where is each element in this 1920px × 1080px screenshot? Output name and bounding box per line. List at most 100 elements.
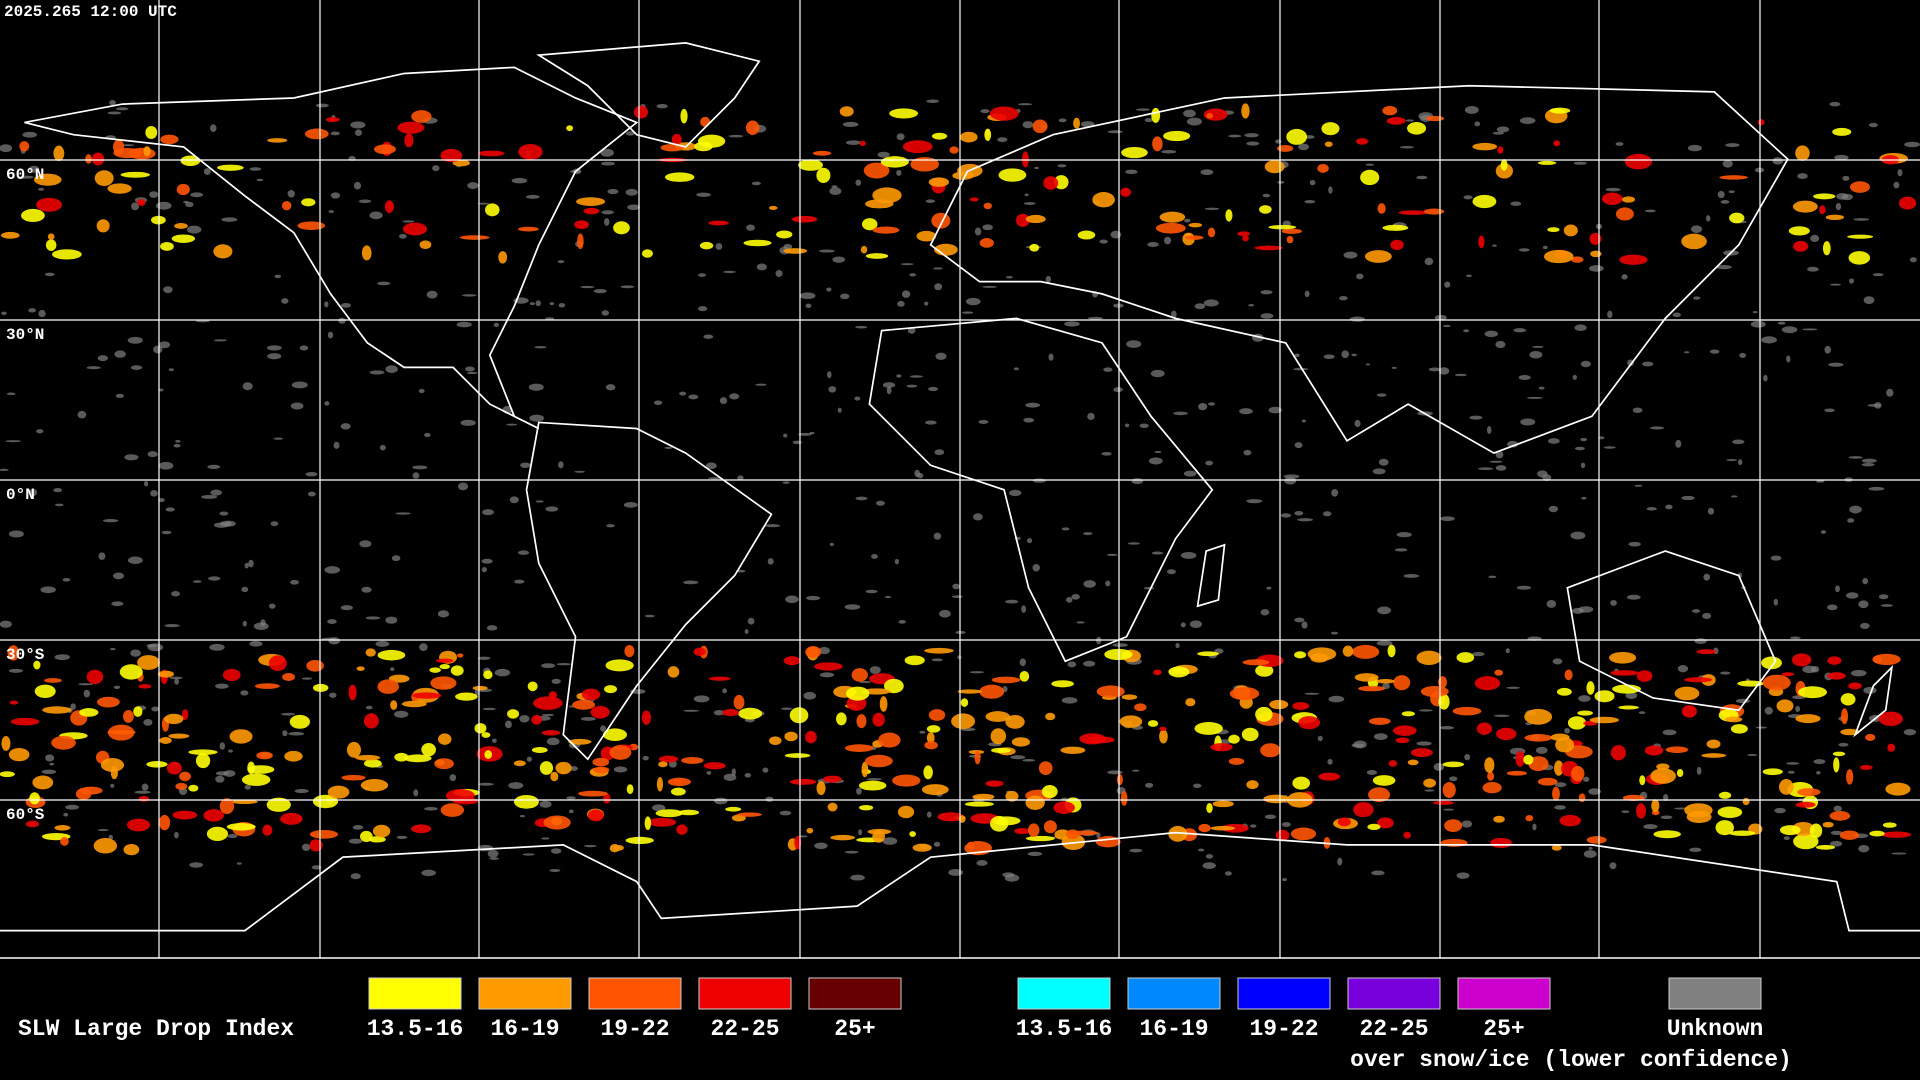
drop-patch	[1096, 685, 1125, 698]
cloud-patch	[827, 371, 832, 379]
cloud-patch	[1145, 782, 1154, 788]
cloud-patch	[1, 311, 7, 315]
drop-patch	[798, 159, 824, 171]
drop-patch	[783, 656, 801, 666]
drop-patch	[281, 201, 292, 211]
cloud-patch	[910, 375, 923, 378]
cloud-patch	[1564, 727, 1571, 734]
cloud-patch	[1266, 586, 1272, 590]
eurasia	[929, 84, 1789, 455]
drop-patch	[1456, 652, 1475, 663]
cloud-patch	[348, 838, 363, 844]
cloud-patch	[620, 285, 635, 289]
drop-patch	[1651, 799, 1660, 813]
drop-patch	[289, 714, 311, 729]
cloud-patch	[580, 285, 595, 289]
cloud-patch	[818, 249, 835, 253]
cloud-patch	[783, 433, 788, 438]
drop-patch	[159, 814, 171, 831]
cloud-patch	[781, 707, 793, 710]
cloud-patch	[209, 643, 225, 651]
cloud-patch	[1763, 374, 1768, 382]
cloud-patch	[1816, 771, 1821, 775]
cloud-patch	[1139, 423, 1149, 428]
drop-patch	[1151, 107, 1161, 123]
drop-patch	[1779, 825, 1801, 836]
drop-patch	[21, 208, 45, 222]
cloud-patch	[896, 169, 902, 176]
drop-patch	[670, 787, 686, 796]
cloud-patch	[164, 624, 180, 628]
legend-swatch	[368, 977, 462, 1010]
drop-patch	[1423, 778, 1437, 788]
cloud-patch	[1061, 527, 1070, 531]
drop-patch	[1275, 829, 1290, 841]
cloud-patch	[877, 151, 890, 158]
drop-patch	[872, 226, 900, 234]
cloud-patch	[6, 392, 16, 396]
drop-patch	[1798, 686, 1827, 699]
drop-patch	[1005, 790, 1019, 802]
cloud-patch	[1304, 290, 1310, 298]
drop-patch	[1543, 249, 1574, 264]
cloud-patch	[494, 668, 511, 677]
cloud-patch	[147, 451, 158, 458]
drop-patch	[1556, 687, 1572, 696]
drop-patch	[603, 793, 611, 804]
cloud-patch	[287, 189, 296, 198]
drop-patch	[1060, 746, 1086, 754]
cloud-patch	[1787, 770, 1795, 774]
drop-patch	[1038, 761, 1053, 775]
drop-patch	[1478, 235, 1485, 249]
cloud-patch	[1886, 388, 1894, 397]
cloud-patch	[569, 809, 574, 814]
cloud-patch	[412, 472, 420, 479]
cloud-patch	[487, 849, 499, 858]
cloud-patch	[77, 410, 87, 419]
drop-patch	[1120, 791, 1128, 806]
drop-patch	[1228, 734, 1240, 744]
cloud-patch	[1280, 513, 1292, 518]
cloud-patch	[1492, 244, 1497, 247]
cloud-patch	[1581, 496, 1587, 500]
cloud-patch	[1180, 622, 1186, 628]
cloud-patch	[419, 643, 428, 651]
cloud-patch	[0, 144, 13, 153]
drop-patch	[1827, 672, 1846, 680]
drop-patch	[1398, 210, 1429, 215]
cloud-patch	[203, 168, 211, 176]
cloud-patch	[1424, 789, 1435, 792]
drop-patch	[867, 828, 892, 835]
drop-patch	[1586, 681, 1595, 695]
cloud-patch	[919, 730, 926, 734]
cloud-patch	[44, 272, 55, 277]
drop-patch	[708, 676, 731, 681]
drop-patch	[1184, 235, 1204, 240]
cloud-patch	[163, 286, 173, 294]
cloud-patch	[1341, 350, 1350, 359]
cloud-patch	[1548, 505, 1559, 513]
cloud-patch	[369, 370, 385, 375]
drop-patch	[928, 177, 950, 187]
cloud-patch	[1322, 511, 1332, 517]
drop-patch	[743, 239, 772, 247]
drop-patch	[33, 660, 41, 670]
cloud-patch	[522, 853, 535, 856]
drop-patch	[960, 698, 969, 707]
cloud-patch	[301, 677, 313, 680]
legend-label: 19-22	[1249, 1016, 1318, 1042]
cloud-patch	[8, 530, 24, 538]
cloud-patch	[1106, 553, 1118, 557]
drop-patch	[1073, 117, 1081, 129]
cloud-patch	[210, 124, 217, 133]
cloud-patch	[1456, 872, 1470, 879]
cloud-patch	[1634, 484, 1643, 487]
drop-patch	[75, 788, 92, 800]
drop-patch	[206, 826, 229, 842]
drop-patch	[1829, 811, 1851, 821]
cloud-patch	[728, 134, 744, 138]
cloud-patch	[121, 144, 135, 147]
drop-patch	[1382, 224, 1409, 231]
cloud-patch	[227, 833, 238, 839]
cloud-patch	[574, 470, 585, 473]
